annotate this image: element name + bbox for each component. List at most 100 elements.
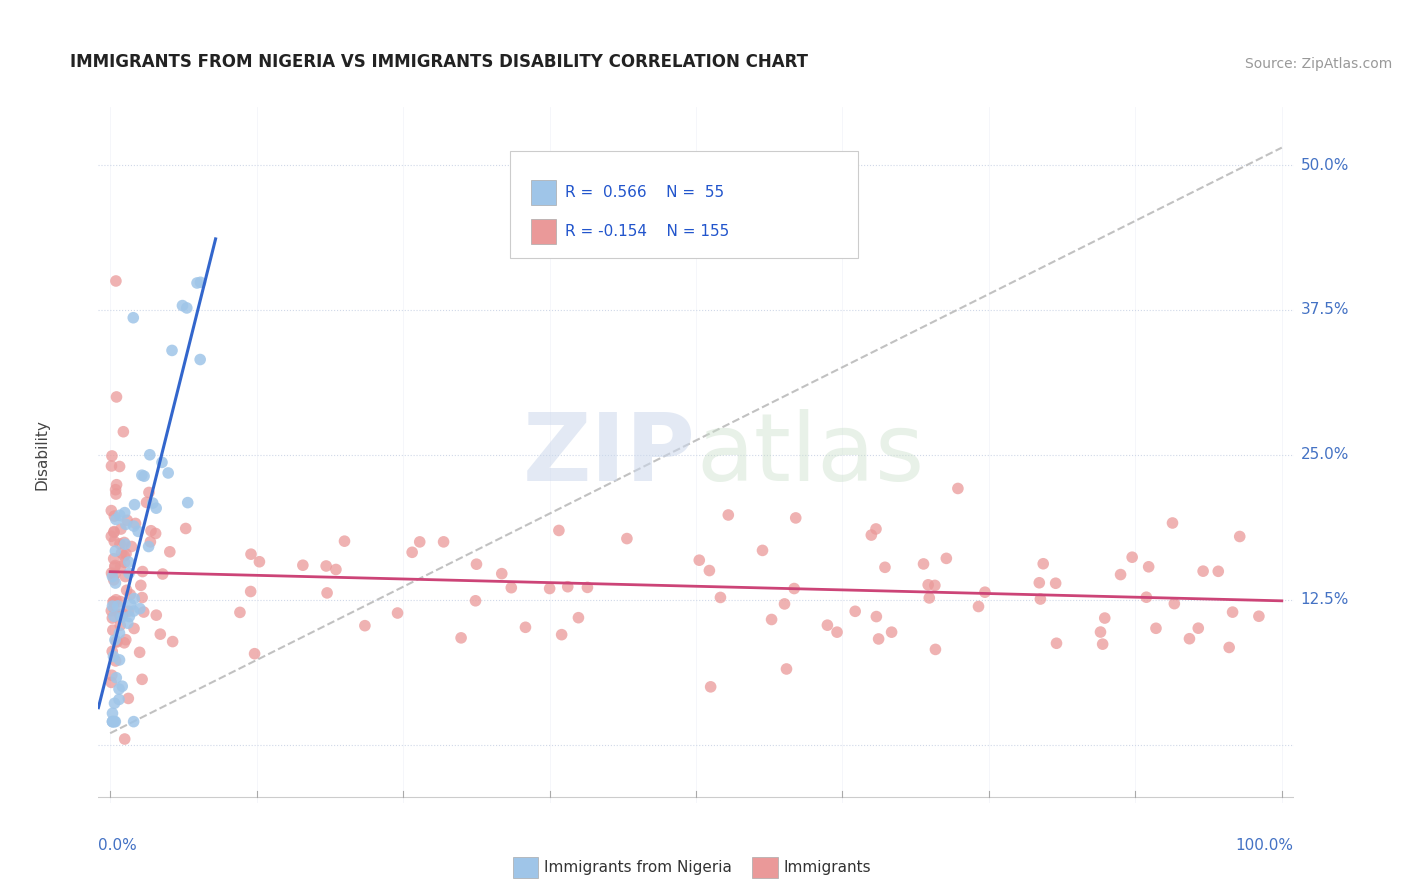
Point — [100, 604, 122, 618]
Point — [751, 543, 773, 558]
Point — [110, 618, 132, 632]
Text: ZIP: ZIP — [523, 409, 696, 501]
Point — [924, 578, 946, 592]
Point — [176, 301, 198, 315]
Point — [101, 714, 124, 729]
Point — [1163, 597, 1185, 611]
Point — [114, 506, 136, 520]
Point — [105, 592, 128, 607]
Point — [115, 513, 138, 527]
Point — [974, 585, 997, 599]
Point — [316, 586, 339, 600]
Point — [240, 547, 263, 561]
Point — [515, 620, 537, 634]
Point — [188, 352, 211, 367]
Point — [101, 449, 124, 463]
Point — [120, 540, 142, 554]
Point — [132, 469, 155, 483]
Point — [124, 516, 146, 531]
Point — [1032, 557, 1054, 571]
Point — [139, 448, 162, 462]
Point — [101, 706, 124, 721]
Point — [860, 528, 883, 542]
Point — [103, 509, 125, 524]
Point — [354, 618, 377, 632]
Point — [142, 496, 165, 510]
Point — [145, 608, 167, 623]
Text: 100.0%: 100.0% — [1236, 838, 1294, 854]
Point — [105, 671, 128, 685]
Point — [1218, 640, 1240, 655]
Point — [159, 545, 181, 559]
Point — [761, 613, 783, 627]
Point — [616, 532, 638, 546]
Point — [101, 599, 124, 614]
Point — [108, 692, 131, 706]
Point — [118, 555, 141, 569]
Point — [115, 583, 138, 598]
Point — [101, 668, 124, 682]
Point — [120, 588, 142, 602]
Point — [333, 534, 356, 549]
Point — [162, 634, 184, 648]
Point — [114, 632, 136, 647]
Point — [174, 521, 197, 535]
Point — [157, 466, 180, 480]
Point — [865, 522, 887, 536]
Point — [112, 535, 135, 549]
Point — [108, 681, 131, 696]
Point — [114, 537, 136, 551]
Point — [967, 599, 990, 614]
Point — [101, 611, 124, 625]
Point — [103, 525, 125, 540]
Text: Immigrants from Nigeria: Immigrants from Nigeria — [544, 860, 733, 874]
Point — [131, 591, 153, 605]
Point — [122, 310, 145, 325]
Point — [122, 714, 145, 729]
Point — [103, 551, 125, 566]
Point — [117, 604, 139, 618]
Point — [186, 276, 208, 290]
Point — [114, 731, 136, 746]
Point — [924, 642, 946, 657]
Point — [160, 343, 183, 358]
Point — [243, 647, 266, 661]
Point — [249, 555, 271, 569]
Point — [108, 508, 131, 523]
Point — [114, 569, 136, 583]
Point — [110, 546, 132, 560]
Point — [128, 645, 150, 659]
Point — [1045, 636, 1067, 650]
Point — [825, 625, 848, 640]
Point — [409, 534, 432, 549]
Point — [135, 495, 157, 509]
Point — [104, 544, 127, 558]
Point — [100, 566, 122, 580]
Point — [865, 609, 887, 624]
Point — [122, 604, 145, 618]
Point — [1045, 576, 1067, 591]
Point — [104, 487, 127, 501]
Point — [103, 573, 125, 587]
Point — [108, 537, 131, 551]
Point — [104, 567, 127, 582]
Point — [785, 511, 807, 525]
Point — [548, 524, 571, 538]
Point — [1137, 559, 1160, 574]
Point — [550, 628, 572, 642]
Point — [101, 569, 124, 583]
Point — [1247, 609, 1270, 624]
Point — [538, 582, 561, 596]
Text: 12.5%: 12.5% — [1301, 592, 1348, 607]
Text: 50.0%: 50.0% — [1301, 158, 1348, 172]
Point — [917, 578, 939, 592]
Point — [150, 455, 173, 469]
Point — [139, 534, 162, 549]
Point — [104, 483, 127, 497]
Point — [1121, 550, 1143, 565]
Point — [717, 508, 740, 522]
Point — [464, 594, 486, 608]
Point — [190, 275, 212, 289]
Point — [112, 636, 135, 650]
Point — [1090, 625, 1112, 640]
